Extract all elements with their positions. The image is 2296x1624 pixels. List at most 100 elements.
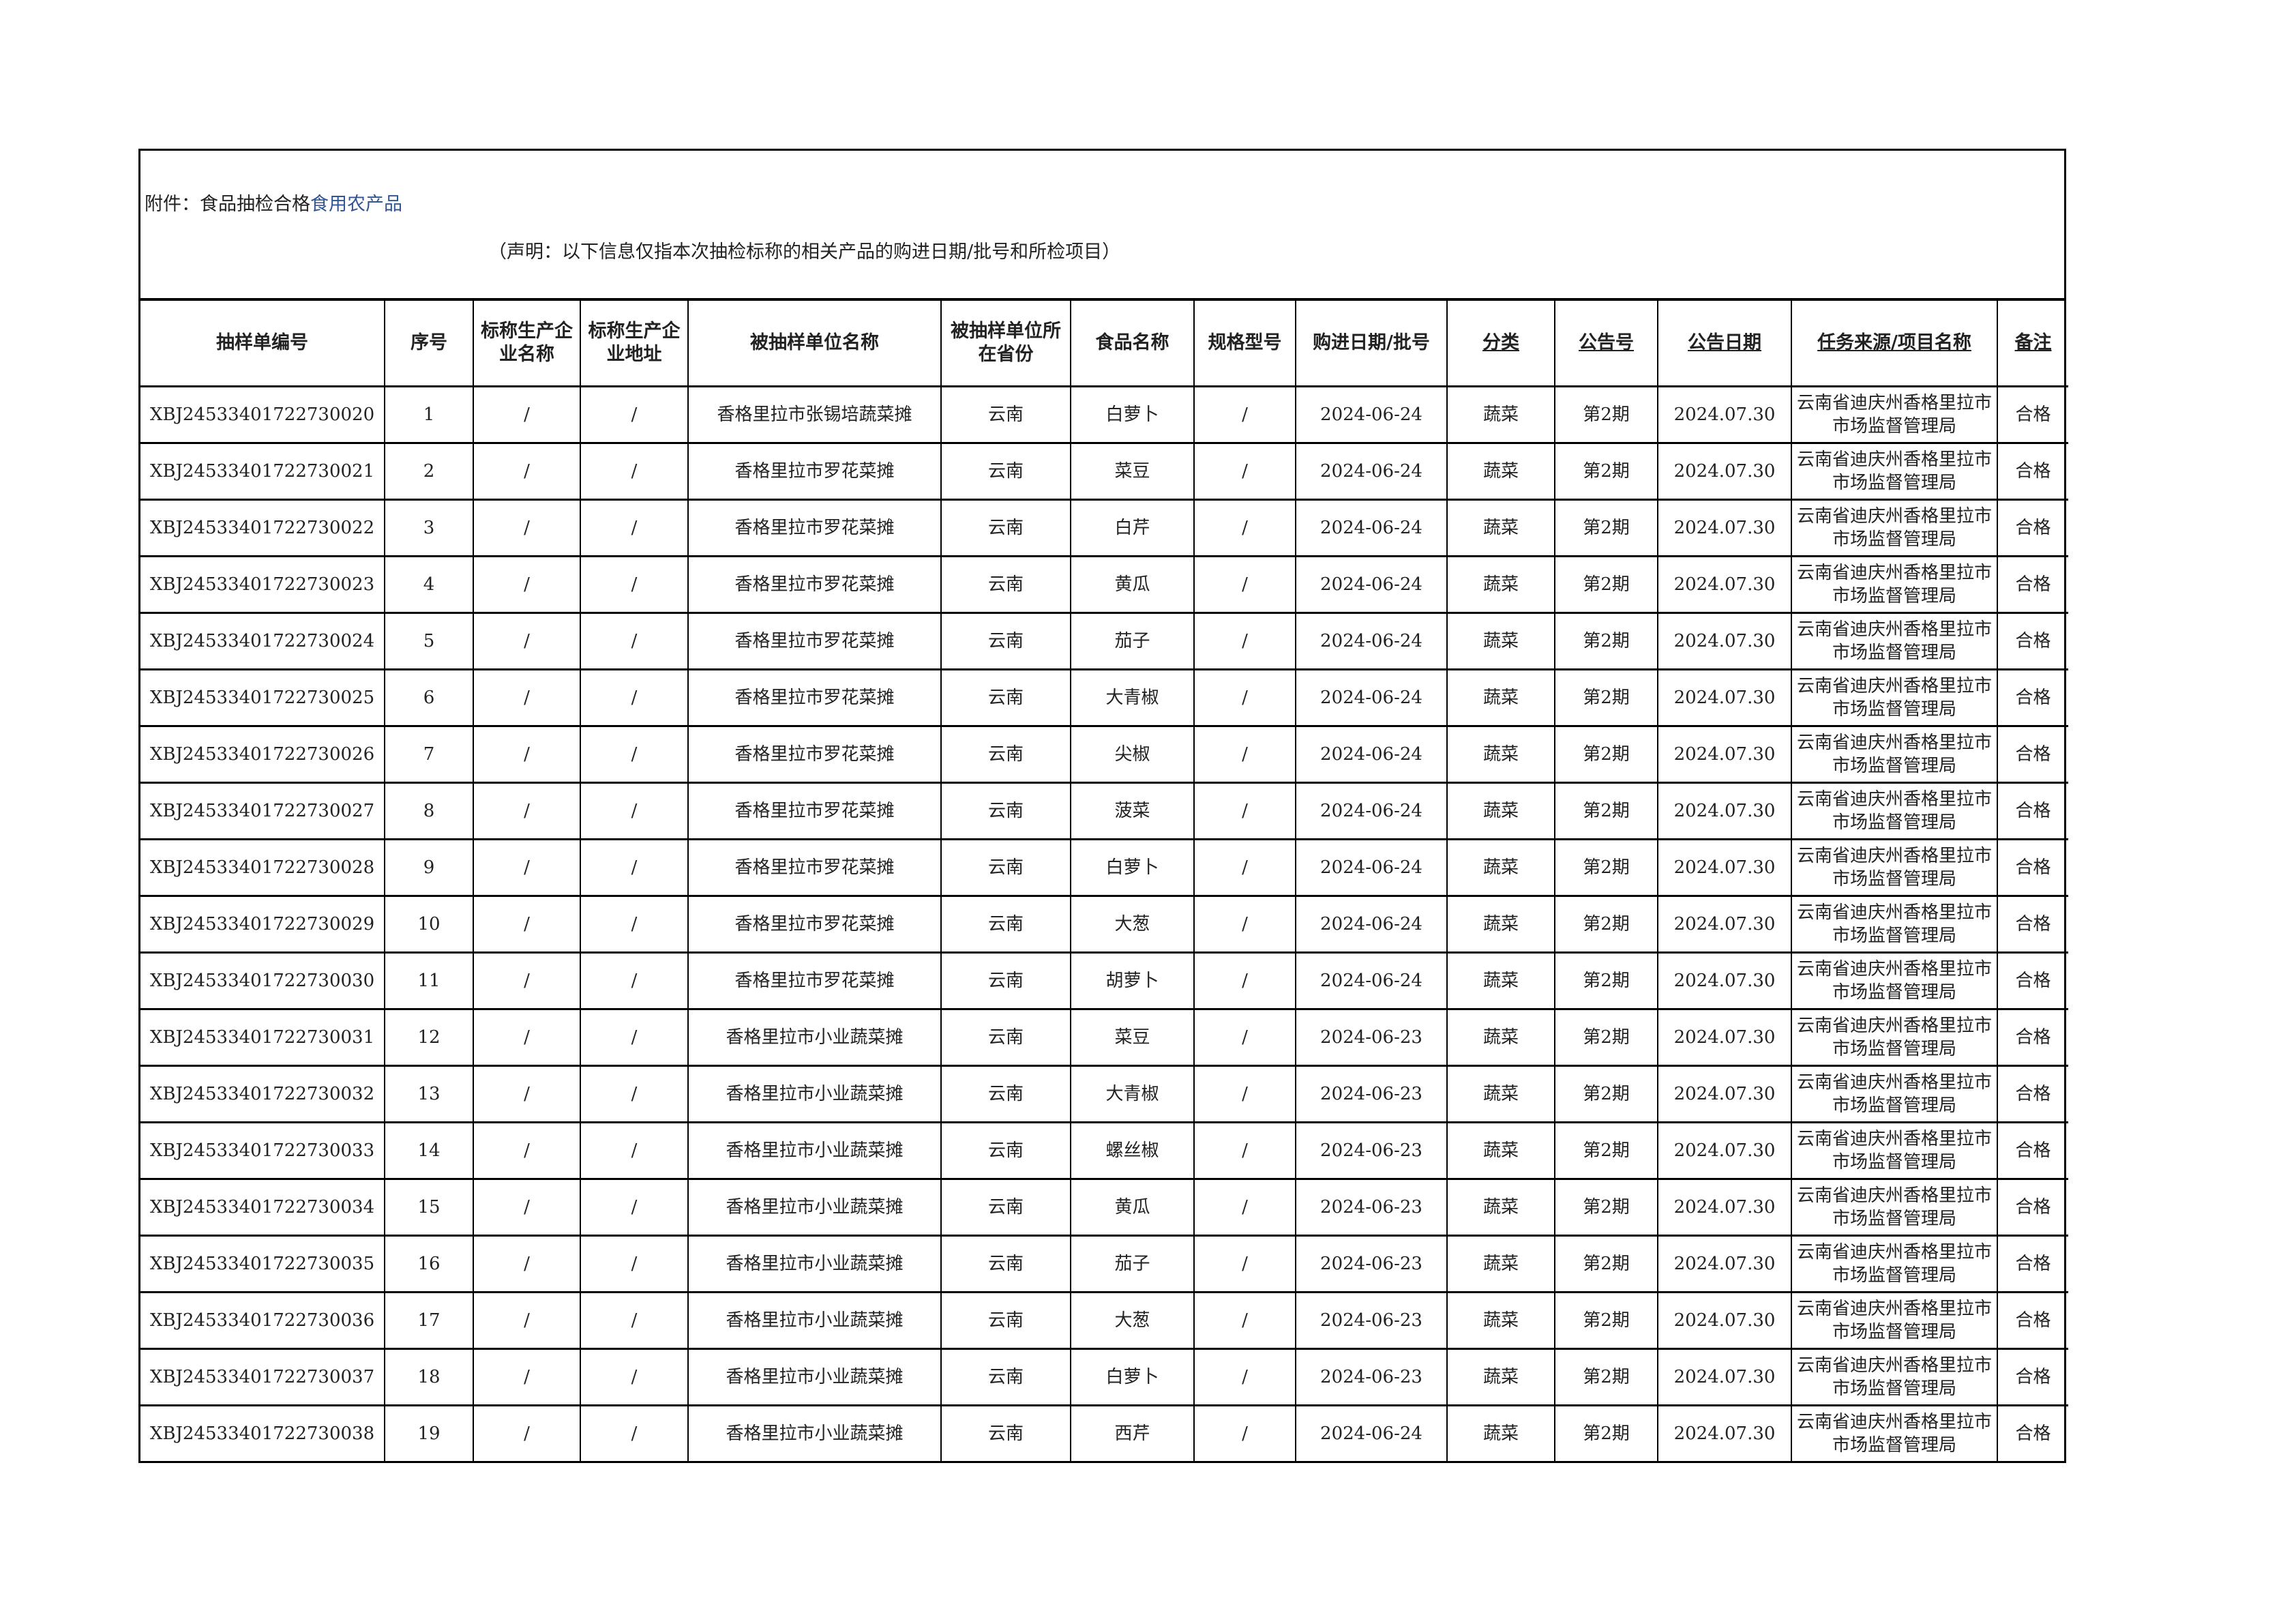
cell-task-source: 云南省迪庆州香格里拉市市场监督管理局: [1791, 1348, 1998, 1406]
cell-announcement-no: 第2期: [1554, 1348, 1658, 1406]
cell-sampled-unit: 香格里拉市小业蔬菜摊: [687, 1404, 942, 1461]
cell-category: 蔬菜: [1446, 838, 1555, 897]
cell-manufacturer-name: /: [473, 1008, 581, 1067]
cell-sample-id: XBJ24533401722730035: [140, 1235, 385, 1293]
cell-announcement-no: 第2期: [1554, 385, 1658, 444]
cell-remark: 合格: [1997, 442, 2068, 501]
cell-remark: 合格: [1997, 499, 2068, 557]
table-row: XBJ24533401722730021 2// 香格里拉市罗花菜摊 云南 菜豆/202…: [140, 442, 2068, 501]
cell-sample-id: XBJ24533401722730025: [140, 668, 385, 727]
cell-food-name: 菜豆: [1070, 1008, 1195, 1067]
cell-sample-id: XBJ24533401722730026: [140, 725, 385, 784]
cell-province: 云南: [940, 895, 1071, 954]
header-manufacturer-address: 标称生产企业地址: [580, 301, 689, 387]
cell-remark: 合格: [1997, 951, 2068, 1010]
cell-specification: /: [1193, 1404, 1296, 1461]
inspection-sheet: 附件：食品抽检合格食用农产品 （声明：以下信息仅指本次抽检标称的相关产品的购进日…: [138, 149, 2068, 1463]
cell-sampled-unit: 香格里拉市罗花菜摊: [687, 895, 942, 954]
cell-manufacturer-name: /: [473, 782, 581, 840]
cell-province: 云南: [940, 1065, 1071, 1123]
cell-specification: /: [1193, 1348, 1296, 1406]
cell-category: 蔬菜: [1446, 1008, 1555, 1067]
cell-serial-no: 18: [384, 1348, 474, 1406]
cell-category: 蔬菜: [1446, 895, 1555, 954]
cell-announcement-no: 第2期: [1554, 555, 1658, 614]
cell-purchase-date: 2024-06-23: [1295, 1121, 1448, 1180]
cell-serial-no: 10: [384, 895, 474, 954]
cell-specification: /: [1193, 1235, 1296, 1293]
cell-food-name: 茄子: [1070, 1235, 1195, 1293]
cell-task-source: 云南省迪庆州香格里拉市市场监督管理局: [1791, 895, 1998, 954]
cell-sampled-unit: 香格里拉市小业蔬菜摊: [687, 1291, 942, 1350]
cell-manufacturer-address: /: [580, 442, 689, 501]
cell-task-source: 云南省迪庆州香格里拉市市场监督管理局: [1791, 499, 1998, 557]
cell-announcement-date: 2024.07.30: [1657, 555, 1792, 614]
cell-category: 蔬菜: [1446, 1235, 1555, 1293]
cell-manufacturer-address: /: [580, 951, 689, 1010]
cell-purchase-date: 2024-06-24: [1295, 1404, 1448, 1461]
cell-food-name: 大青椒: [1070, 1065, 1195, 1123]
cell-serial-no: 15: [384, 1178, 474, 1237]
cell-remark: 合格: [1997, 1121, 2068, 1180]
cell-sampled-unit: 香格里拉市罗花菜摊: [687, 555, 942, 614]
header-manufacturer-name: 标称生产企业名称: [473, 301, 581, 387]
cell-task-source: 云南省迪庆州香格里拉市市场监督管理局: [1791, 612, 1998, 670]
cell-sampled-unit: 香格里拉市罗花菜摊: [687, 951, 942, 1010]
header-label: 标称生产企业地址: [588, 321, 681, 365]
cell-purchase-date: 2024-06-24: [1295, 385, 1448, 444]
cell-purchase-date: 2024-06-24: [1295, 725, 1448, 784]
cell-task-source: 云南省迪庆州香格里拉市市场监督管理局: [1791, 1121, 1998, 1180]
cell-province: 云南: [940, 499, 1071, 557]
cell-announcement-date: 2024.07.30: [1657, 442, 1792, 501]
cell-manufacturer-name: /: [473, 1065, 581, 1123]
cell-task-source: 云南省迪庆州香格里拉市市场监督管理局: [1791, 1404, 1998, 1461]
cell-manufacturer-name: /: [473, 442, 581, 501]
header-remark: 备注: [1997, 301, 2068, 387]
cell-serial-no: 11: [384, 951, 474, 1010]
cell-serial-no: 1: [384, 385, 474, 444]
cell-purchase-date: 2024-06-24: [1295, 782, 1448, 840]
cell-sampled-unit: 香格里拉市小业蔬菜摊: [687, 1008, 942, 1067]
cell-food-name: 尖椒: [1070, 725, 1195, 784]
cell-manufacturer-address: /: [580, 1291, 689, 1350]
cell-purchase-date: 2024-06-23: [1295, 1065, 1448, 1123]
cell-food-name: 菠菜: [1070, 782, 1195, 840]
table-row: XBJ24533401722730034 15// 香格里拉市小业蔬菜摊 云南 黄瓜/2…: [140, 1178, 2068, 1237]
table-row: XBJ24533401722730033 14// 香格里拉市小业蔬菜摊 云南 螺丝椒 /…: [140, 1121, 2068, 1180]
cell-manufacturer-name: /: [473, 668, 581, 727]
cell-category: 蔬菜: [1446, 1348, 1555, 1406]
cell-manufacturer-name: /: [473, 1235, 581, 1293]
cell-manufacturer-address: /: [580, 1235, 689, 1293]
header-label: 被抽样单位所在省份: [951, 321, 1061, 365]
cell-manufacturer-address: /: [580, 1348, 689, 1406]
cell-manufacturer-address: /: [580, 1178, 689, 1237]
cell-announcement-date: 2024.07.30: [1657, 385, 1792, 444]
cell-manufacturer-address: /: [580, 385, 689, 444]
table-row: XBJ24533401722730030 11// 香格里拉市罗花菜摊 云南 胡萝卜/2…: [140, 951, 2068, 1010]
cell-serial-no: 8: [384, 782, 474, 840]
cell-remark: 合格: [1997, 385, 2068, 444]
cell-sampled-unit: 香格里拉市小业蔬菜摊: [687, 1235, 942, 1293]
cell-sampled-unit: 香格里拉市张锡培蔬菜摊: [687, 385, 942, 444]
cell-sample-id: XBJ24533401722730031: [140, 1008, 385, 1067]
cell-food-name: 西芹: [1070, 1404, 1195, 1461]
cell-manufacturer-name: /: [473, 725, 581, 784]
cell-province: 云南: [940, 1291, 1071, 1350]
cell-purchase-date: 2024-06-24: [1295, 555, 1448, 614]
cell-sampled-unit: 香格里拉市罗花菜摊: [687, 782, 942, 840]
cell-announcement-date: 2024.07.30: [1657, 1121, 1792, 1180]
cell-manufacturer-name: /: [473, 838, 581, 897]
cell-sample-id: XBJ24533401722730034: [140, 1178, 385, 1237]
cell-sample-id: XBJ24533401722730038: [140, 1404, 385, 1461]
header-category: 分类: [1446, 301, 1555, 387]
header-label: 被抽样单位名称: [750, 332, 879, 353]
cell-serial-no: 17: [384, 1291, 474, 1350]
cell-province: 云南: [940, 555, 1071, 614]
header-label: 抽样单编号: [216, 332, 308, 353]
cell-task-source: 云南省迪庆州香格里拉市市场监督管理局: [1791, 951, 1998, 1010]
table-row: XBJ24533401722730024 5// 香格里拉市罗花菜摊 云南 茄子/202…: [140, 612, 2068, 670]
cell-specification: /: [1193, 838, 1296, 897]
cell-manufacturer-address: /: [580, 725, 689, 784]
cell-task-source: 云南省迪庆州香格里拉市市场监督管理局: [1791, 442, 1998, 501]
cell-province: 云南: [940, 782, 1071, 840]
